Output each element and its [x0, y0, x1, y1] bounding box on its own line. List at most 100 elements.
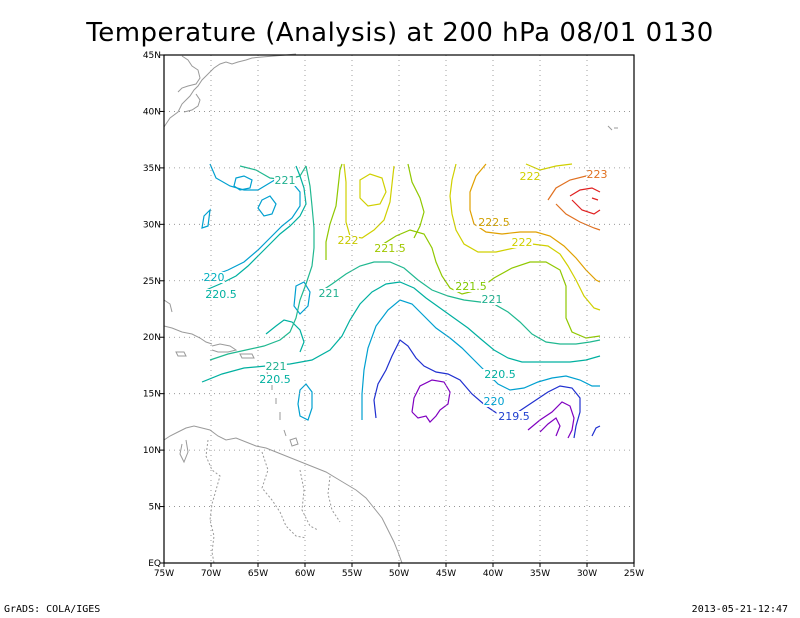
lat-tick-label: 45N	[143, 51, 161, 61]
contour-label-bg	[203, 272, 225, 283]
contour-label: 222	[512, 236, 533, 249]
contour-220-loop4	[297, 383, 313, 421]
coastline-south-america	[163, 425, 403, 564]
contour-219-east	[527, 401, 575, 439]
footer-credit: GrADS: COLA/IGES	[4, 604, 101, 615]
lon-tick-label: 40W	[483, 569, 503, 579]
contour-label: 221	[319, 287, 340, 300]
contour-label: 220.5	[205, 288, 237, 301]
lat-tick-label: EQ	[148, 559, 161, 569]
border-french-guiana	[327, 475, 341, 523]
contour-label: 222	[520, 170, 541, 183]
contour-220-main	[361, 299, 600, 420]
border-suriname	[299, 469, 319, 531]
contour-222-loop	[359, 173, 387, 207]
lon-tick-label: 45W	[436, 569, 456, 579]
contour-220-5-main	[201, 281, 601, 383]
coastline-new-england	[177, 55, 201, 93]
coastline-cape-cod	[183, 93, 201, 113]
island-jamaica	[175, 351, 187, 357]
contour-label-bg	[482, 369, 518, 380]
contour-220-5-islands	[265, 319, 305, 353]
contour-220-loop2	[257, 195, 277, 217]
longitude-labels: 75W 70W 65W 60W 55W 50W 45W 40W 35W 30W 25W	[154, 563, 644, 579]
contour-label: 220.5	[484, 368, 516, 381]
footer-timestamp: 2013-05-21-12:47	[691, 604, 788, 615]
lat-tick-label: 20N	[143, 333, 161, 343]
lat-tick-label: 25N	[143, 277, 161, 287]
lat-tick-label: 10N	[143, 446, 161, 456]
contour-label-bg	[337, 235, 359, 246]
lon-tick-label: 35W	[530, 569, 550, 579]
contour-label-bg	[519, 171, 541, 182]
contour-label: 221	[275, 174, 296, 187]
map-frame	[163, 54, 635, 564]
contour-label-bg	[496, 411, 532, 422]
border-guyana	[261, 451, 307, 539]
map-title: Temperature (Analysis) at 200 hPa 08/01 …	[86, 18, 714, 48]
graticule	[164, 55, 634, 563]
contour-219-5	[373, 339, 581, 439]
contour-label: 222.5	[478, 216, 510, 229]
contour-label-bg	[586, 169, 608, 180]
contour-label: 221.5	[374, 242, 406, 255]
coastline-florida-edge	[163, 299, 173, 313]
contour-label: 222	[338, 234, 359, 247]
lon-tick-label: 30W	[577, 569, 597, 579]
contour-label: 223	[587, 168, 608, 181]
contour-label-bg	[476, 217, 512, 228]
lat-tick-label: 40N	[143, 107, 161, 117]
lon-tick-label: 60W	[295, 569, 315, 579]
contour-222-top	[525, 163, 573, 171]
contour-label: 219.5	[498, 410, 530, 423]
contour-223-5	[569, 187, 601, 215]
contour-label: 221	[482, 293, 503, 306]
contour-222-5	[469, 163, 601, 283]
lon-tick-label: 50W	[389, 569, 409, 579]
lat-tick-label: 30N	[143, 220, 161, 230]
contour-label-bg	[265, 361, 287, 372]
coastlines	[163, 53, 618, 564]
contour-221-main	[319, 261, 601, 345]
contour-label: 220	[484, 395, 505, 408]
border-venezuela	[205, 439, 221, 564]
contour-label-bg	[511, 237, 533, 248]
contour-221-5	[325, 163, 601, 339]
contour-label: 220.5	[259, 373, 291, 386]
temperature-contours	[201, 163, 601, 439]
island-trinidad	[289, 437, 299, 447]
latitude-labels: EQ 5N 10N 15N 20N 25N 30N 35N 40N 45N	[143, 51, 164, 569]
contour-label-bg	[481, 294, 503, 305]
contour-222-west	[343, 163, 395, 239]
contour-223	[547, 175, 601, 231]
contour-219-center	[411, 379, 451, 423]
contour-219-5-tail	[591, 425, 601, 437]
lat-tick-label: 35N	[143, 164, 161, 174]
contour-220-loop3	[293, 281, 311, 315]
contour-label-bg	[453, 281, 489, 292]
contour-label-bg	[483, 396, 505, 407]
contour-label-bg	[257, 374, 293, 385]
lat-tick-label: 5N	[149, 503, 161, 513]
contour-label-bg	[274, 175, 296, 186]
contour-label: 220	[204, 271, 225, 284]
contour-label-bg	[203, 289, 239, 300]
lon-tick-label: 75W	[154, 569, 174, 579]
contour-label: 221	[266, 360, 287, 373]
island-hispaniola	[211, 343, 238, 353]
coastline-north-america	[163, 53, 297, 128]
lon-tick-label: 25W	[624, 569, 644, 579]
island-bermuda	[607, 125, 618, 131]
contour-220-loop5	[201, 208, 211, 229]
lat-tick-label: 15N	[143, 390, 161, 400]
island-puerto-rico	[239, 353, 255, 359]
contour-221-west	[209, 165, 315, 361]
contour-label-bg	[318, 288, 340, 299]
lon-tick-label: 55W	[342, 569, 362, 579]
lon-tick-label: 65W	[248, 569, 268, 579]
coastline-lake-maracaibo	[179, 439, 189, 464]
lon-tick-label: 70W	[201, 569, 221, 579]
contour-221-5-upper	[407, 163, 425, 239]
